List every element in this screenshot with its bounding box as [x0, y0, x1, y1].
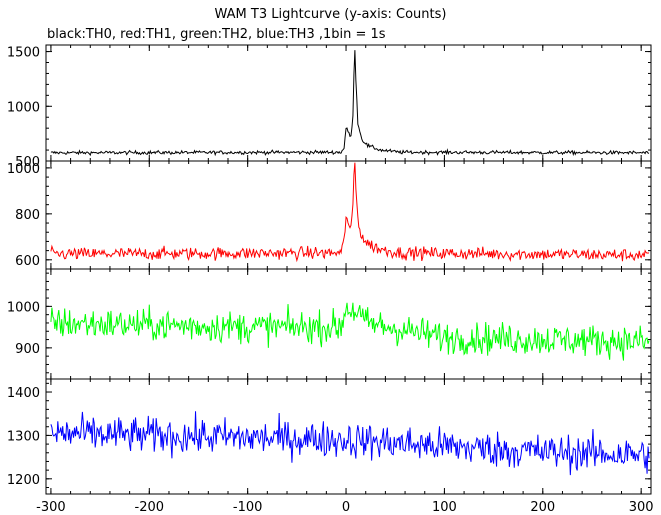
series-line-th1 — [50, 162, 650, 263]
y-tick-label: 900 — [15, 342, 40, 357]
y-tick-label: 1300 — [7, 429, 40, 444]
y-tick-label: 600 — [15, 254, 40, 269]
x-tick-label: 200 — [530, 500, 555, 515]
x-tick-label: -300 — [36, 500, 66, 515]
y-tick-label: 1000 — [7, 162, 40, 177]
y-tick-label: 1400 — [7, 386, 40, 401]
x-tick-label: -100 — [233, 500, 263, 515]
y-tick-label: 1000 — [7, 100, 40, 115]
x-tick-label: 300 — [629, 500, 654, 515]
x-tick-label: 0 — [342, 500, 350, 515]
chart-title: WAM T3 Lightcurve (y-axis: Counts) — [214, 7, 447, 22]
chart-subtitle: black:TH0, red:TH1, green:TH2, blue:TH3 … — [47, 27, 386, 42]
y-tick-label: 500 — [15, 155, 40, 170]
series-line-th2 — [50, 302, 650, 361]
panel-frame-th0 — [45, 44, 652, 162]
y-tick-label: 800 — [15, 208, 40, 223]
y-tick-label: 1200 — [7, 473, 40, 488]
series-line-th3 — [50, 411, 650, 476]
series-line-th0 — [50, 50, 650, 157]
panel-frame-th3 — [45, 378, 652, 495]
y-tick-label: 1000 — [7, 300, 40, 315]
x-tick-label: 100 — [432, 500, 457, 515]
x-tick-label: -200 — [135, 500, 165, 515]
y-tick-label: 1500 — [7, 46, 40, 61]
